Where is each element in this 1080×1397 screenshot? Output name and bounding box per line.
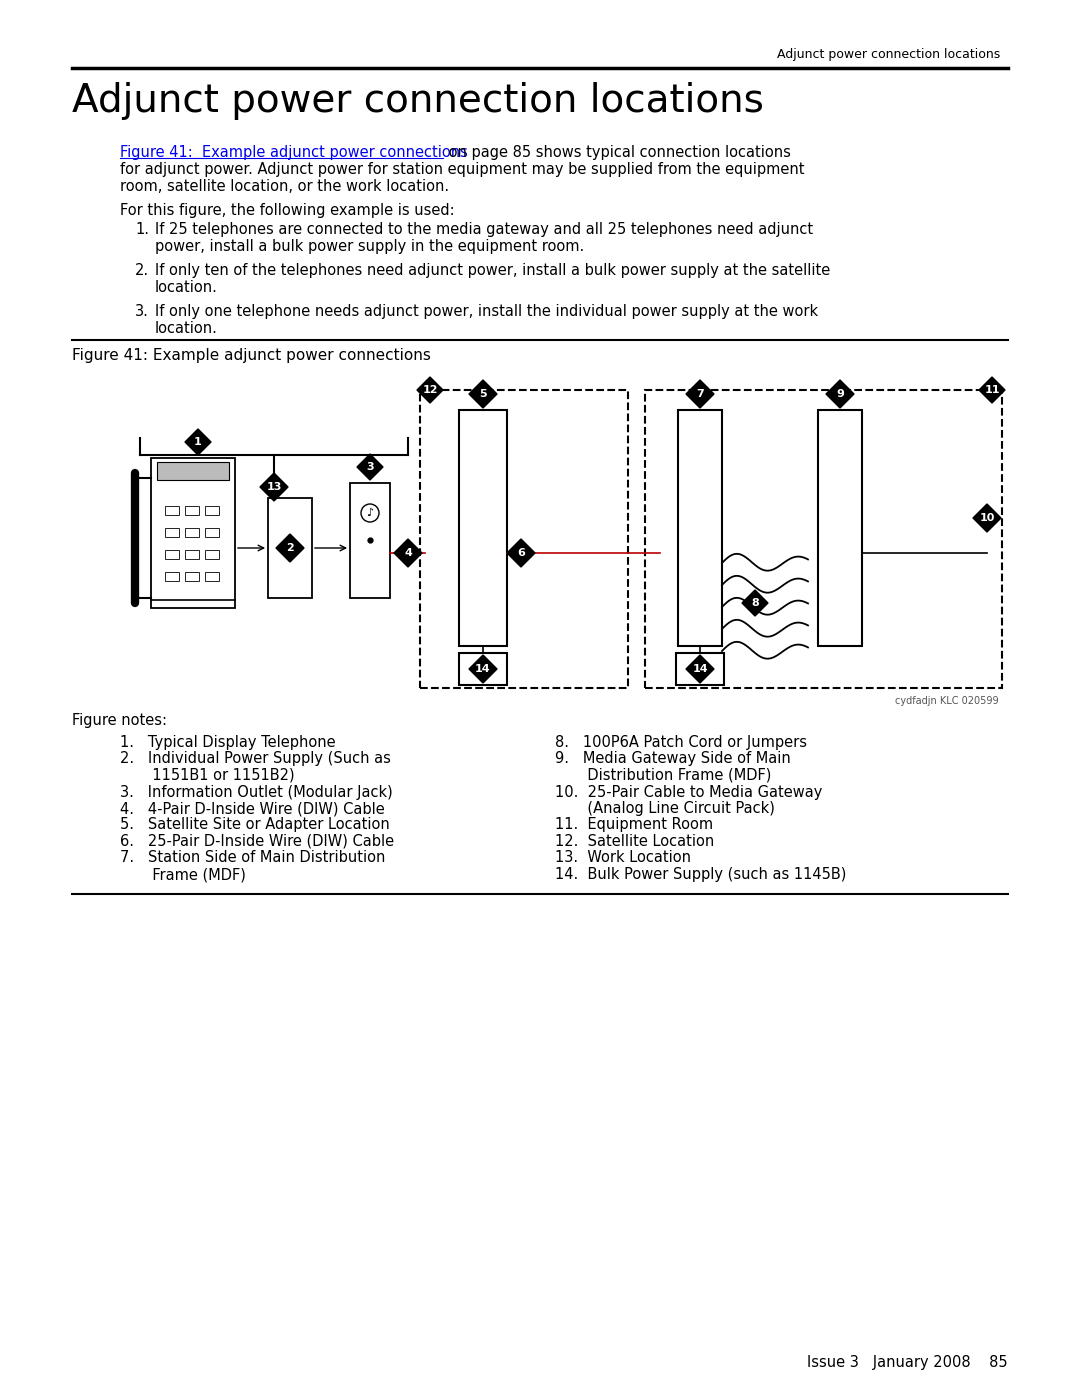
Text: 6.   25-Pair D-Inside Wire (DIW) Cable: 6. 25-Pair D-Inside Wire (DIW) Cable: [120, 834, 394, 849]
Text: 11.  Equipment Room: 11. Equipment Room: [555, 817, 713, 833]
Bar: [185, 506, 199, 515]
Text: on page 85 shows typical connection locations: on page 85 shows typical connection loca…: [444, 145, 791, 161]
Bar: [268, 497, 312, 598]
Text: 8.   100P6A Patch Cord or Jumpers: 8. 100P6A Patch Cord or Jumpers: [555, 735, 807, 750]
Text: 6: 6: [517, 548, 525, 557]
Bar: [151, 458, 235, 608]
Bar: [205, 506, 219, 515]
Polygon shape: [185, 429, 211, 455]
Text: 9: 9: [836, 388, 843, 400]
Text: 3: 3: [366, 462, 374, 472]
Text: Figure 41:  Example adjunct power connections: Figure 41: Example adjunct power connect…: [120, 145, 468, 161]
Text: Adjunct power connection locations: Adjunct power connection locations: [777, 47, 1000, 61]
Text: If only ten of the telephones need adjunct power, install a bulk power supply at: If only ten of the telephones need adjun…: [156, 263, 831, 278]
Text: 1.   Typical Display Telephone: 1. Typical Display Telephone: [120, 735, 336, 750]
Text: (Analog Line Circuit Pack): (Analog Line Circuit Pack): [555, 800, 774, 816]
Bar: [205, 528, 219, 536]
Bar: [420, 390, 627, 687]
Text: 4: 4: [404, 548, 411, 557]
Polygon shape: [978, 377, 1005, 402]
Text: Issue 3   January 2008    85: Issue 3 January 2008 85: [808, 1355, 1008, 1370]
Text: 7.   Station Side of Main Distribution: 7. Station Side of Main Distribution: [120, 851, 386, 866]
Polygon shape: [507, 539, 535, 567]
Text: 3.: 3.: [135, 305, 149, 319]
Text: 5: 5: [480, 388, 487, 400]
Text: 10: 10: [980, 513, 995, 522]
Polygon shape: [686, 380, 714, 408]
Text: cydfadjn KLC 020599: cydfadjn KLC 020599: [895, 696, 999, 705]
Text: 11: 11: [984, 386, 1000, 395]
Text: 13: 13: [267, 482, 282, 492]
Bar: [350, 483, 390, 598]
Bar: [678, 409, 723, 645]
Polygon shape: [742, 590, 768, 616]
Text: 10.  25-Pair Cable to Media Gateway: 10. 25-Pair Cable to Media Gateway: [555, 785, 822, 799]
Text: ♪: ♪: [366, 509, 374, 518]
Text: 1: 1: [194, 437, 202, 447]
Polygon shape: [686, 655, 714, 683]
Bar: [185, 550, 199, 559]
Bar: [157, 462, 229, 481]
Text: 14.  Bulk Power Supply (such as 1145B): 14. Bulk Power Supply (such as 1145B): [555, 868, 847, 882]
Bar: [459, 409, 507, 645]
Bar: [165, 506, 179, 515]
Bar: [676, 652, 724, 685]
Text: 12: 12: [422, 386, 437, 395]
Text: 9.   Media Gateway Side of Main: 9. Media Gateway Side of Main: [555, 752, 791, 767]
Polygon shape: [417, 377, 443, 402]
Bar: [165, 550, 179, 559]
Text: 12.  Satellite Location: 12. Satellite Location: [555, 834, 714, 849]
Polygon shape: [469, 380, 497, 408]
Text: Frame (MDF): Frame (MDF): [120, 868, 246, 882]
Text: for adjunct power. Adjunct power for station equipment may be supplied from the : for adjunct power. Adjunct power for sta…: [120, 162, 805, 177]
Polygon shape: [469, 655, 497, 683]
Text: 5.   Satellite Site or Adapter Location: 5. Satellite Site or Adapter Location: [120, 817, 390, 833]
Text: 2.: 2.: [135, 263, 149, 278]
Bar: [185, 528, 199, 536]
Text: If 25 telephones are connected to the media gateway and all 25 telephones need a: If 25 telephones are connected to the me…: [156, 222, 813, 237]
Text: Figure notes:: Figure notes:: [72, 712, 167, 728]
Text: 2.   Individual Power Supply (Such as: 2. Individual Power Supply (Such as: [120, 752, 391, 767]
Text: Distribution Frame (MDF): Distribution Frame (MDF): [555, 768, 771, 782]
Polygon shape: [973, 504, 1001, 532]
Text: 1.: 1.: [135, 222, 149, 237]
Bar: [818, 409, 862, 645]
Text: 14: 14: [475, 664, 490, 673]
Bar: [645, 390, 1002, 687]
Text: Figure 41: Example adjunct power connections: Figure 41: Example adjunct power connect…: [72, 348, 431, 363]
Text: 8: 8: [751, 598, 759, 608]
Text: If only one telephone needs adjunct power, install the individual power supply a: If only one telephone needs adjunct powe…: [156, 305, 819, 319]
Polygon shape: [260, 474, 288, 502]
Text: location.: location.: [156, 279, 218, 295]
Text: 2: 2: [286, 543, 294, 553]
Text: power, install a bulk power supply in the equipment room.: power, install a bulk power supply in th…: [156, 239, 584, 254]
Text: 1151B1 or 1151B2): 1151B1 or 1151B2): [120, 768, 295, 782]
Text: 13.  Work Location: 13. Work Location: [555, 851, 691, 866]
Text: Adjunct power connection locations: Adjunct power connection locations: [72, 82, 764, 120]
Bar: [165, 571, 179, 581]
Bar: [165, 528, 179, 536]
Polygon shape: [357, 454, 383, 481]
Text: For this figure, the following example is used:: For this figure, the following example i…: [120, 203, 455, 218]
Polygon shape: [826, 380, 854, 408]
Text: room, satellite location, or the work location.: room, satellite location, or the work lo…: [120, 179, 449, 194]
Text: 4.   4-Pair D-Inside Wire (DIW) Cable: 4. 4-Pair D-Inside Wire (DIW) Cable: [120, 800, 384, 816]
Bar: [205, 550, 219, 559]
Bar: [185, 571, 199, 581]
Text: location.: location.: [156, 321, 218, 337]
Bar: [459, 652, 507, 685]
Polygon shape: [394, 539, 422, 567]
Text: 7: 7: [697, 388, 704, 400]
Polygon shape: [276, 534, 303, 562]
Circle shape: [361, 504, 379, 522]
Bar: [205, 571, 219, 581]
Text: 14: 14: [692, 664, 707, 673]
Text: 3.   Information Outlet (Modular Jack): 3. Information Outlet (Modular Jack): [120, 785, 393, 799]
